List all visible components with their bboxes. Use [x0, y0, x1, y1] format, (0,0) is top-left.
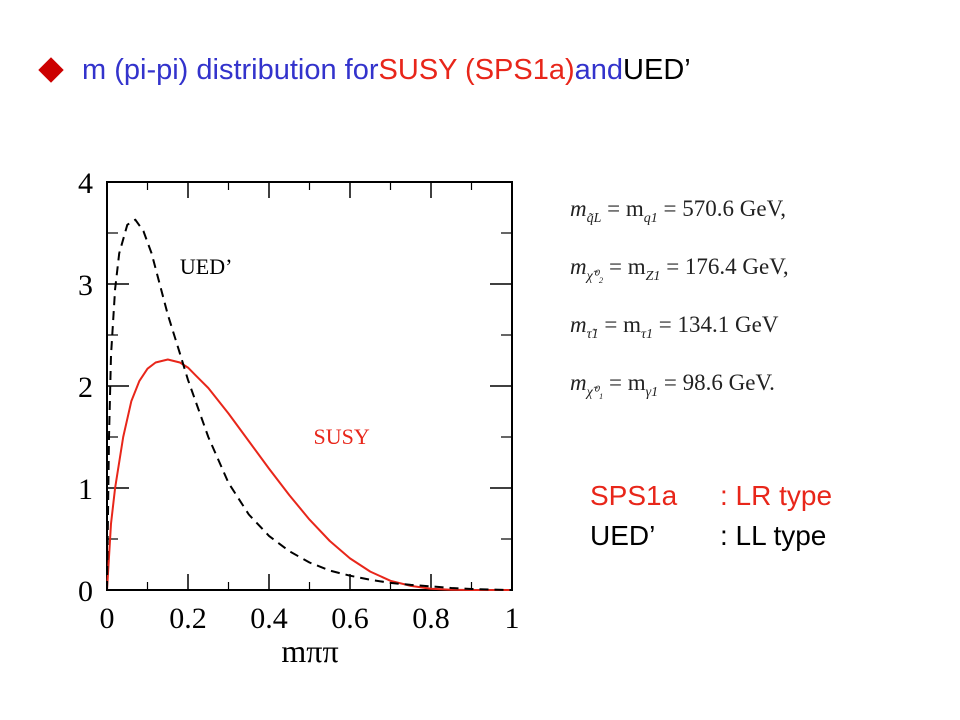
y-tick-label: 0	[78, 575, 93, 608]
x-axis-label: mππ	[281, 633, 338, 669]
series-annotation: UED’	[180, 254, 233, 279]
note-ued-type: : LL type	[720, 520, 827, 551]
type-notes: SPS1a : LR type UED’ : LL type	[590, 476, 832, 556]
x-tick-label: 0.2	[169, 602, 207, 635]
equation-row: mχ̃⁰₂ = mZ1 = 176.4 GeV,	[570, 254, 789, 284]
slide-title: m (pi-pi) distribution for SUSY (SPS1a) …	[38, 48, 691, 92]
title-part-and: and	[574, 53, 624, 86]
series-line-susy	[106, 358, 512, 591]
note-sps1a-type: : LR type	[720, 480, 833, 511]
y-tick-label: 4	[78, 167, 93, 200]
title-part-ued: UED’	[623, 53, 691, 86]
x-tick-label: 0.6	[331, 602, 369, 635]
x-tick-label: 1	[505, 602, 520, 635]
x-tick-label: 0.4	[250, 602, 288, 635]
series-annotation: SUSY	[314, 424, 370, 449]
y-tick-label: 2	[78, 371, 93, 404]
plot-frame	[106, 181, 513, 591]
note-sps1a: SPS1a : LR type	[590, 476, 832, 516]
note-ued-name: UED’	[590, 520, 656, 551]
title-part-1: m (pi-pi) distribution for	[82, 53, 379, 86]
mass-equations: mq̃L = mq1 = 570.6 GeV, mχ̃⁰₂ = mZ1 = 17…	[570, 190, 789, 422]
note-ued: UED’ : LL type	[590, 516, 832, 556]
series-line-ued	[106, 218, 513, 591]
x-tick-label: 0	[100, 602, 115, 635]
y-tick-label: 1	[78, 473, 93, 506]
equation-row: mχ̃⁰₁ = mγ1 = 98.6 GeV.	[570, 370, 775, 400]
x-tick-label: 0.8	[412, 602, 450, 635]
y-tick-label: 3	[78, 269, 93, 302]
note-sps1a-name: SPS1a	[590, 480, 678, 511]
equation-row: mτ̃1 = mτ1 = 134.1 GeV	[570, 312, 779, 342]
equation-row: mq̃L = mq1 = 570.6 GeV,	[570, 196, 786, 226]
title-part-susy: SUSY (SPS1a)	[378, 53, 575, 86]
